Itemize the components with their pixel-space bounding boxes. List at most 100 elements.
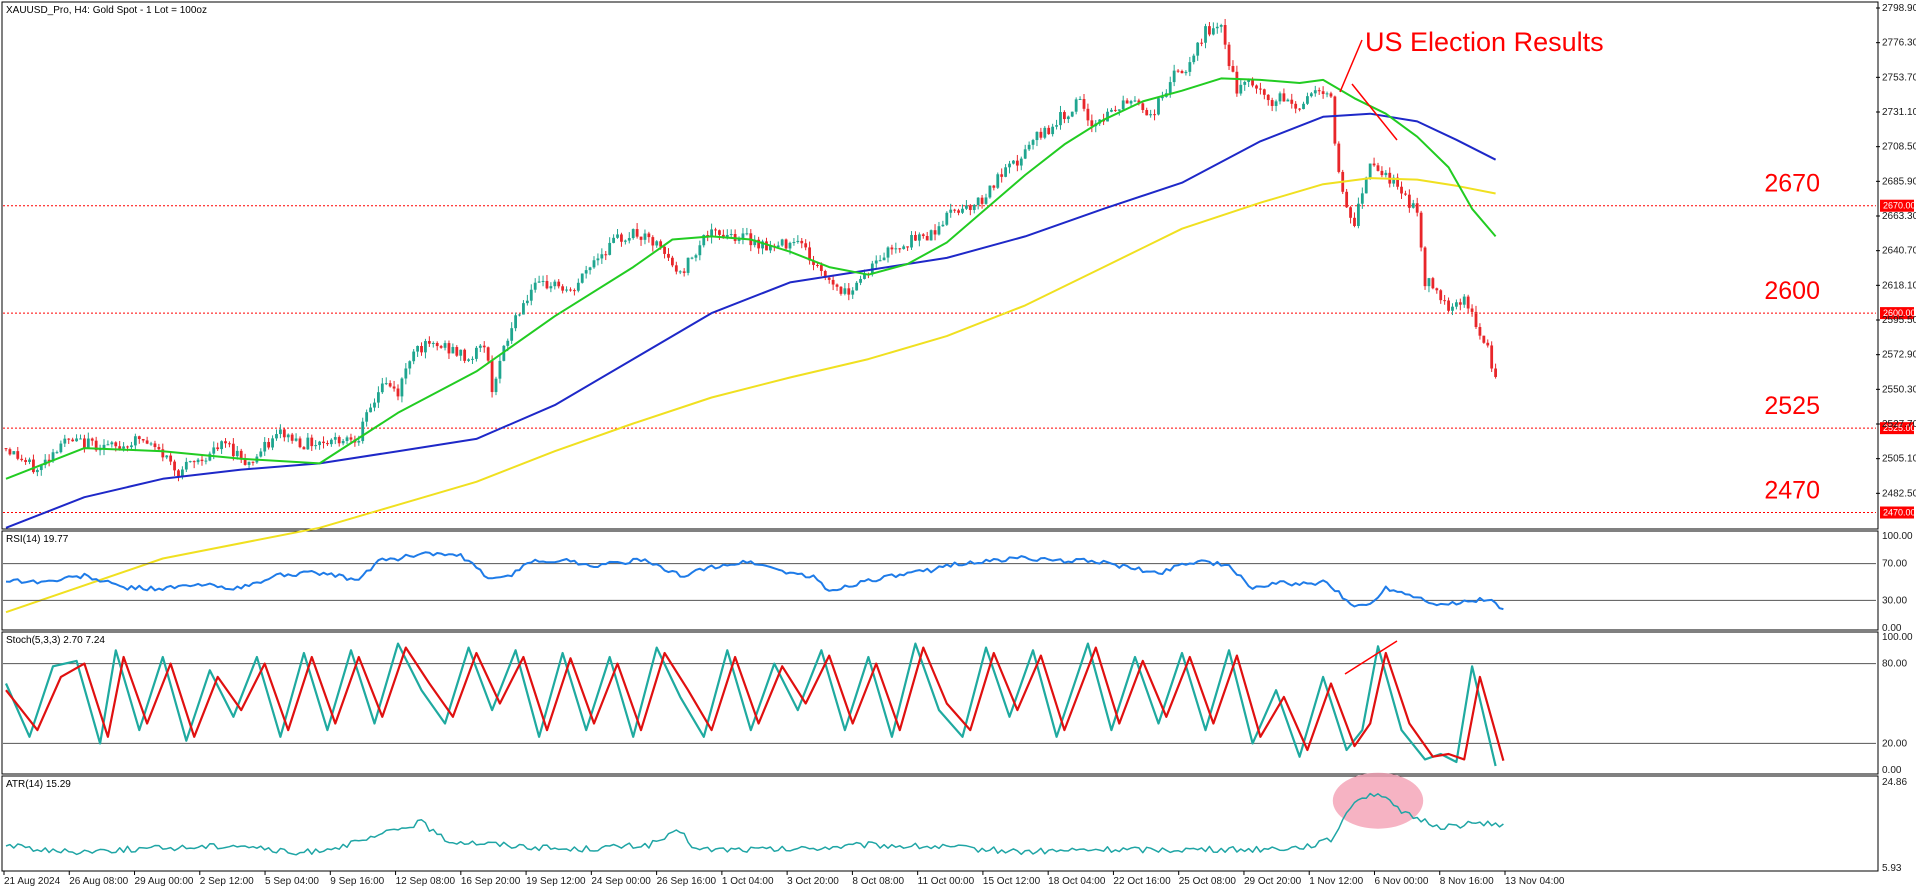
candle-body xyxy=(196,459,200,463)
time-tick-label: 16 Sep 20:00 xyxy=(461,876,521,887)
candle-body xyxy=(525,300,529,304)
candle-body xyxy=(8,449,12,455)
candle-body xyxy=(122,446,125,449)
candle-body xyxy=(416,345,419,352)
candle-body xyxy=(925,236,929,241)
candle-body xyxy=(714,229,717,231)
stoch-tick-label: 80.00 xyxy=(1882,659,1907,670)
candle-body xyxy=(498,360,502,379)
candle-body xyxy=(835,284,839,287)
price-tick-label: 2550.30 xyxy=(1882,384,1916,395)
candle-body xyxy=(573,290,576,292)
candle-body xyxy=(996,174,1000,188)
candle-body xyxy=(921,234,925,237)
candle-body xyxy=(1129,101,1133,104)
candle-body xyxy=(486,347,490,361)
candle-body xyxy=(110,442,114,445)
candle-body xyxy=(592,260,596,268)
level-label-2670: 2670 xyxy=(1764,170,1820,198)
candle-body xyxy=(1243,81,1247,85)
time-tick-label: 8 Oct 08:00 xyxy=(852,876,904,887)
time-tick-label: 15 Oct 12:00 xyxy=(983,876,1041,887)
time-tick-label: 9 Sep 16:00 xyxy=(330,876,384,887)
annotation-arrow xyxy=(1339,39,1363,93)
candle-body xyxy=(976,197,980,206)
candle-body xyxy=(1329,93,1333,97)
candle-body xyxy=(106,444,110,446)
candle-body xyxy=(941,224,945,227)
candle-body xyxy=(1051,126,1055,135)
candle-body xyxy=(267,441,271,448)
candle-body xyxy=(1411,203,1415,208)
candle-body xyxy=(855,282,859,291)
rsi-tick-label: 0.00 xyxy=(1882,623,1902,634)
candle-body xyxy=(400,378,404,397)
candle-body xyxy=(753,239,757,246)
candle-body xyxy=(1251,79,1254,86)
candle-body xyxy=(1239,84,1243,94)
price-tick-label: 2685.90 xyxy=(1882,176,1916,187)
candle-body xyxy=(945,212,949,225)
candle-body xyxy=(1482,335,1486,343)
candle-body xyxy=(529,289,533,301)
candle-body xyxy=(741,233,745,239)
level-tag-2670 xyxy=(1880,199,1914,212)
time-tick-label: 1 Nov 12:00 xyxy=(1309,876,1363,887)
candle-body xyxy=(647,233,651,238)
candle-body xyxy=(725,234,729,239)
candle-body xyxy=(39,465,43,471)
candle-body xyxy=(482,345,486,348)
candle-body xyxy=(1019,158,1023,166)
candle-body xyxy=(341,440,345,444)
candle-body xyxy=(937,226,941,235)
candle-body xyxy=(1427,278,1431,287)
candle-body xyxy=(494,378,498,393)
candle-body xyxy=(1313,90,1317,94)
price-tick-label: 2505.10 xyxy=(1882,454,1916,465)
time-tick-label: 21 Aug 2024 xyxy=(4,876,61,887)
candle-body xyxy=(4,448,8,450)
candle-body xyxy=(28,459,31,462)
candle-body xyxy=(133,436,137,446)
candle-body xyxy=(173,461,176,471)
level-tag-2525 xyxy=(1880,422,1914,435)
candle-body xyxy=(12,451,16,455)
candle-body xyxy=(235,450,239,457)
annotation-text: US Election Results xyxy=(1365,27,1604,57)
candle-body xyxy=(83,438,86,449)
candle-body xyxy=(863,273,866,279)
candle-body xyxy=(1208,26,1211,35)
candle-body xyxy=(882,257,886,261)
price-tick-label: 2708.50 xyxy=(1882,142,1916,153)
atr-label: ATR(14) 15.29 xyxy=(6,779,71,790)
candle-body xyxy=(412,351,416,362)
candle-body xyxy=(314,445,318,447)
candle-body xyxy=(51,452,55,462)
level-label-2525: 2525 xyxy=(1764,392,1820,420)
candle-body xyxy=(1219,25,1223,27)
candle-body xyxy=(627,238,631,241)
candle-body xyxy=(902,246,906,250)
candle-body xyxy=(631,229,635,239)
stoch-label: Stoch(5,3,3) 2.70 7.24 xyxy=(6,635,105,646)
candle-body xyxy=(710,229,713,238)
candle-body xyxy=(671,257,674,266)
candle-body xyxy=(1400,186,1403,194)
price-tick-label: 2776.30 xyxy=(1882,38,1916,49)
level-tag-text-2600: 2600.00 xyxy=(1883,308,1916,318)
atr-tick-label: 5.93 xyxy=(1882,863,1902,874)
candle-body xyxy=(184,461,188,470)
candle-body xyxy=(1047,127,1051,135)
candle-body xyxy=(831,279,835,285)
candle-body xyxy=(157,447,161,450)
candle-body xyxy=(208,453,212,461)
candle-body xyxy=(447,343,451,354)
candle-body xyxy=(1125,100,1129,104)
candle-body xyxy=(24,460,27,462)
candle-body xyxy=(345,437,349,441)
candle-body xyxy=(1149,114,1153,116)
atr-layer: 24.86 5.93 xyxy=(5,772,1907,874)
candle-body xyxy=(1015,160,1019,166)
candle-body xyxy=(898,248,902,250)
candle-body xyxy=(851,290,855,295)
